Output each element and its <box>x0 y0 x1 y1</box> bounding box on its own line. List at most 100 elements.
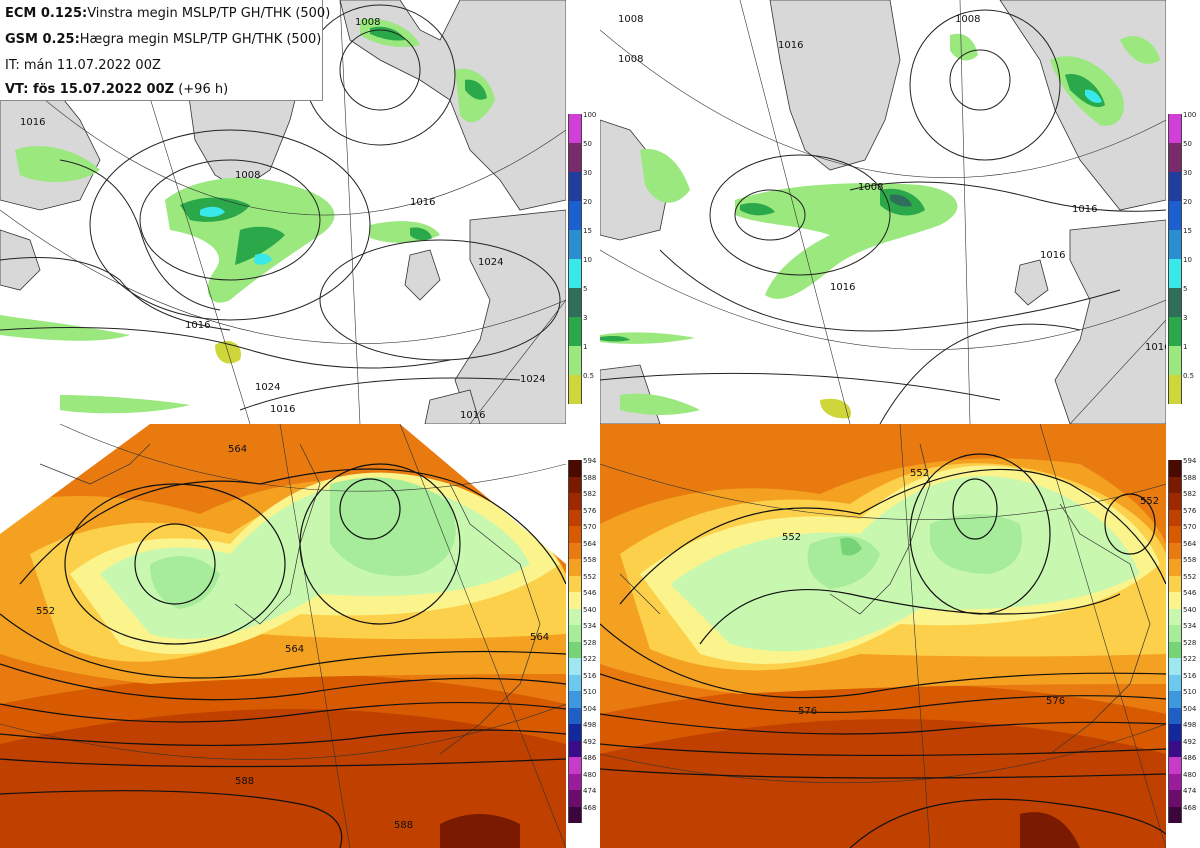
thk-band-522 <box>840 537 862 556</box>
gh-label: 552 <box>36 606 55 617</box>
colorbar-swatch <box>568 201 582 230</box>
colorbar-label: 534 <box>1183 622 1197 630</box>
colorbar-swatch <box>568 375 582 404</box>
colorbar-swatch <box>1168 375 1182 404</box>
coastlines <box>619 443 1151 755</box>
colorbar-swatch <box>1168 460 1182 477</box>
lon-line-1 <box>279 424 351 848</box>
lon-line-1 <box>899 424 931 848</box>
canada-land <box>600 119 671 241</box>
colorbar-swatch <box>1168 707 1182 724</box>
isobar-label: 1016 <box>778 40 803 51</box>
isobar-label: 1016 <box>20 117 45 128</box>
colorbar-label: 552 <box>1183 572 1197 581</box>
colorbar-swatch <box>568 806 582 823</box>
colorbar-label: 480 <box>583 770 597 779</box>
precip-core-2 <box>890 194 912 207</box>
isobar-labels: 1008 1016 1016 1024 1024 1024 1016 1016 … <box>20 17 545 421</box>
colorbar-swatch <box>568 724 582 741</box>
scandinavia-coast <box>439 483 541 755</box>
colorbar-swatch <box>568 641 582 658</box>
gh-contour-outer <box>619 468 1166 605</box>
colorbar-swatch <box>1168 317 1182 346</box>
colorbar-label: 582 <box>1183 490 1197 498</box>
colorbar-swatch <box>568 707 582 724</box>
isobar-south-2 <box>239 377 521 411</box>
isobar-low-1 <box>734 189 806 241</box>
gh-contour-2 <box>0 663 566 701</box>
gsm-gh-thk-svg: 552 552 576 576 552 <box>600 424 1166 848</box>
graticule <box>600 424 1166 848</box>
colorbar-swatch <box>568 559 582 576</box>
gsm-legend-line: GSM 0.25:Hægra megin MSLP/TP GH/THK (500… <box>5 32 321 47</box>
gh-label: 588 <box>235 776 254 787</box>
isobar-label: 1008 <box>955 14 980 25</box>
precip-south <box>620 393 700 415</box>
gh-contour-3 <box>600 713 1166 735</box>
iceland-land <box>1014 259 1049 306</box>
colorbar-label: 20 <box>583 198 592 206</box>
labrador-land <box>0 229 41 291</box>
gh-contour-3 <box>0 701 566 723</box>
greenland-coast <box>234 443 321 625</box>
greenland-coast <box>829 443 931 615</box>
lon-line-1 <box>339 0 361 424</box>
colorbar-label: 528 <box>583 638 597 647</box>
colorbar-label: 516 <box>1183 671 1197 680</box>
colorbar-label: 576 <box>583 506 597 515</box>
colorbar-label: 570 <box>1183 523 1197 531</box>
gh-contour-1 <box>0 613 566 679</box>
colorbar-swatch <box>568 658 582 675</box>
colorbar-label: 588 <box>583 473 597 482</box>
precip-spot <box>820 398 851 419</box>
gh-low-ne-1 <box>1104 493 1156 555</box>
isobar-label: 1008 <box>618 14 643 25</box>
isobar-high-1 <box>319 239 561 361</box>
colorbar-swatch <box>568 575 582 592</box>
isobar-label: 1016 <box>1040 250 1065 261</box>
precip-south <box>60 395 190 414</box>
colorbar-label: 546 <box>583 589 597 597</box>
gh-low-west-1 <box>134 523 216 605</box>
lon-line-1 <box>959 0 971 424</box>
gh-label: 564 <box>285 644 304 655</box>
gsm-mslp-precip-svg: 1008 1008 1016 1016 1016 1008 1016 1008 … <box>600 0 1166 424</box>
thk-band-588 <box>1020 812 1080 848</box>
colorbar-label: 30 <box>1183 169 1192 177</box>
gh-contour-5 <box>0 758 566 768</box>
colorbar-swatch <box>568 460 582 477</box>
colorbar-swatch <box>1168 259 1182 288</box>
colorbar-swatch <box>1168 526 1182 543</box>
precip-west <box>640 149 690 203</box>
valid-time-line: VT: fös 15.07.2022 00Z (+96 h) <box>5 82 228 97</box>
colorbar-label: 570 <box>583 523 597 531</box>
colorbar-label: 522 <box>1183 655 1197 663</box>
gh-contour-inner <box>699 588 1121 645</box>
colorbar-swatch <box>568 773 582 790</box>
colorbar-label: 486 <box>1183 754 1197 762</box>
isobar-label: 1016 <box>270 404 295 415</box>
colorbar-label: 50 <box>1183 140 1192 148</box>
colorbar-swatch <box>568 143 582 172</box>
thickness-bands <box>0 424 566 848</box>
thk-band-534 <box>670 476 1140 652</box>
isobar-high <box>879 323 1081 424</box>
precip-sw-core <box>600 336 630 342</box>
gh-low-east-2 <box>299 463 461 625</box>
colorbar-label: 1 <box>583 343 588 351</box>
colorbar-swatch <box>1168 288 1182 317</box>
colorbar-swatch <box>568 172 582 201</box>
colorbar-label: 15 <box>583 227 592 235</box>
graticule <box>0 424 566 848</box>
precip-areas <box>600 33 1160 419</box>
thickness-bands <box>600 424 1166 848</box>
colorbar-label: 594 <box>1183 457 1197 465</box>
iceland-land <box>404 249 441 301</box>
lat-line-1 <box>0 59 566 216</box>
gh-labels: 552 552 576 576 552 <box>782 468 1159 717</box>
colorbar-label: 582 <box>583 490 597 498</box>
isobar-label: 1016 <box>1072 204 1097 215</box>
colorbar-swatch <box>1168 346 1182 375</box>
colorbar-swatch <box>1168 143 1182 172</box>
gh-label: 564 <box>228 444 247 455</box>
